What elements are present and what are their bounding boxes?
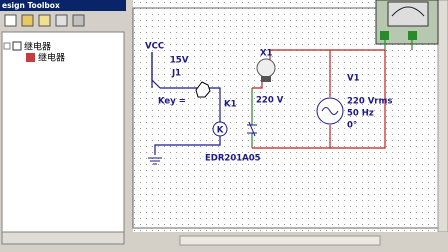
lamp-rating: 220 V <box>256 96 284 106</box>
wire-lamp <box>252 80 263 89</box>
tree-icon <box>26 53 35 62</box>
oscilloscope-screen <box>387 1 429 27</box>
wire-scope <box>384 40 413 50</box>
toolbox-titlebar <box>0 0 126 11</box>
relay-coil-symbol: K <box>217 126 224 136</box>
relay-model: EDR201A05 <box>205 154 261 164</box>
wire-coil-bottom <box>154 136 221 155</box>
scope-terminal-b <box>408 31 417 40</box>
lamp <box>256 58 276 78</box>
scope-terminal-a <box>380 31 389 40</box>
tree-root[interactable]: 继电器 <box>24 41 51 53</box>
tool-new[interactable] <box>4 14 17 27</box>
source-name: V1 <box>347 74 360 84</box>
tree-scrollbar[interactable] <box>1 231 125 245</box>
relay-contact <box>247 121 257 137</box>
vcc-voltage: 15V <box>170 56 189 66</box>
source-phase: 0° <box>347 121 357 131</box>
tree-checkbox[interactable] <box>12 41 22 51</box>
toolbox-title: esign Toolbox <box>2 1 60 10</box>
splitter[interactable] <box>126 0 132 252</box>
hand-cursor <box>195 81 211 98</box>
tree-expander[interactable] <box>3 42 11 50</box>
lamp-base <box>261 76 271 82</box>
ground <box>148 157 162 165</box>
tool-delete[interactable] <box>72 14 85 27</box>
relay-name: K1 <box>224 100 237 110</box>
source-frequency: 50 Hz <box>347 109 374 119</box>
wires <box>151 40 413 155</box>
toolbar <box>4 14 85 27</box>
h-scrollbar[interactable] <box>179 235 381 246</box>
v-scrollbar[interactable] <box>437 0 448 233</box>
oscilloscope-trace <box>391 6 425 17</box>
tool-open[interactable] <box>21 14 34 27</box>
vcc-label: VCC <box>145 42 164 52</box>
switch-name: J1 <box>171 69 181 79</box>
lamp-name: X1 <box>260 49 273 59</box>
tree-child[interactable]: 继电器 <box>38 52 65 64</box>
tool-folder[interactable] <box>38 14 51 27</box>
source-voltage: 220 Vrms <box>347 97 392 107</box>
tool-save[interactable] <box>55 14 68 27</box>
ac-source-symbol <box>321 107 339 115</box>
relay-coil <box>212 121 228 137</box>
switch-key: Key = <box>158 97 186 107</box>
tree-view <box>1 31 125 233</box>
wire-coil-top <box>205 87 221 122</box>
